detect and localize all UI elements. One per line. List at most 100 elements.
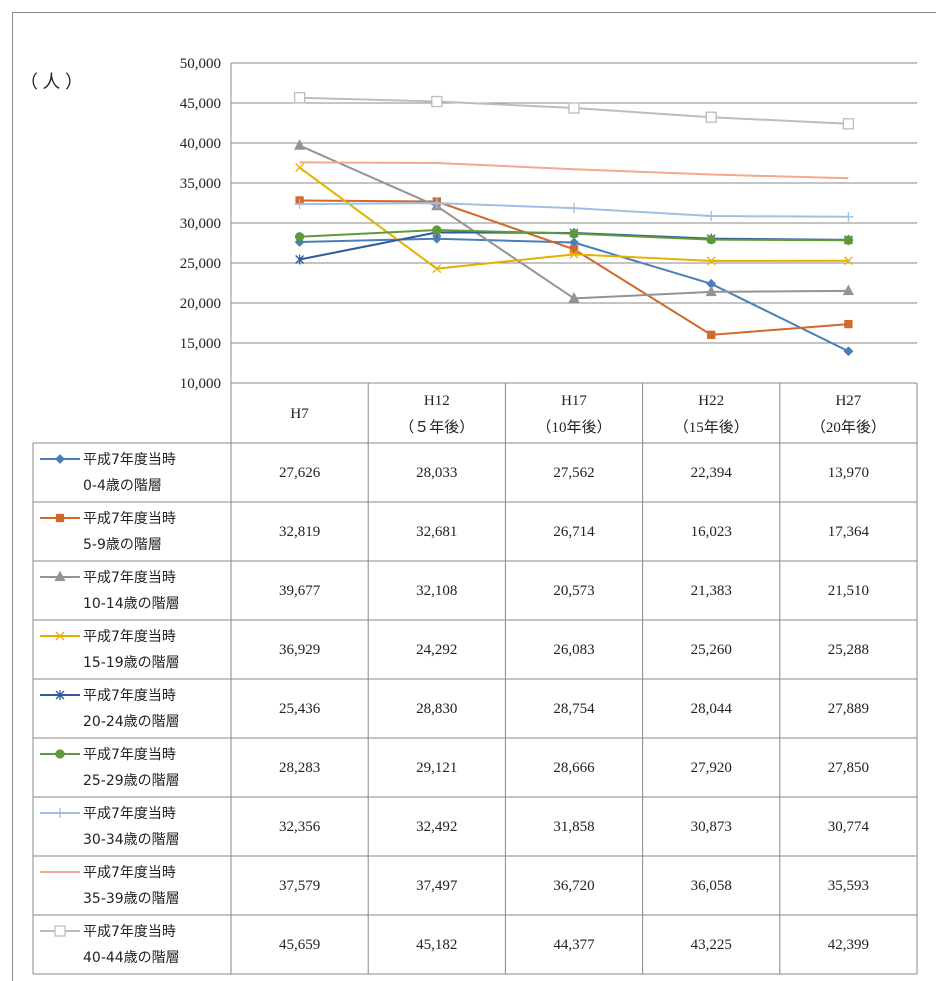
table-value: 36,720	[553, 877, 595, 894]
point-marker	[705, 285, 717, 297]
point-marker	[569, 203, 579, 214]
point-marker	[843, 235, 854, 245]
table-value: 21,510	[827, 582, 870, 599]
point-marker	[844, 319, 853, 329]
series	[293, 92, 855, 130]
legend-entry: 平成7年度当時 10-14歳の階層	[83, 569, 180, 612]
x-tick-label: H12	[424, 393, 450, 409]
point-marker	[295, 163, 305, 173]
table-value: 30,774	[827, 818, 870, 835]
table-value: 26,083	[553, 641, 595, 658]
point-marker	[568, 102, 580, 114]
table-value: 32,819	[278, 523, 321, 540]
series	[299, 161, 849, 180]
y-tick-label: 15,000	[180, 336, 221, 352]
table-value: 28,830	[416, 700, 458, 717]
y-tick-label: 10,000	[180, 376, 221, 392]
point-marker	[706, 211, 717, 222]
table-value: 32,108	[416, 582, 458, 599]
series	[294, 225, 854, 245]
table-value: 31,858	[553, 818, 595, 835]
table-value: 24,292	[416, 641, 458, 658]
legend-symbol	[40, 749, 80, 759]
legend-symbol	[40, 570, 80, 582]
table-value: 28,666	[553, 759, 595, 776]
legend-symbol	[40, 925, 80, 937]
point-marker	[432, 264, 442, 274]
series	[295, 163, 853, 274]
point-marker	[707, 330, 716, 339]
x-tick-sublabel: （10年後）	[536, 419, 611, 436]
y-tick-label: 35,000	[180, 176, 221, 192]
legend-marker	[55, 513, 65, 523]
legend-entry: 平成7年度当時 30-34歳の階層	[83, 805, 180, 848]
point-marker	[706, 256, 716, 266]
frame	[12, 12, 936, 981]
y-tick-label: 20,000	[180, 296, 221, 312]
point-marker	[569, 229, 579, 239]
x-tick-label: H17	[561, 393, 587, 409]
line	[299, 161, 849, 180]
y-tick-label: 50,000	[180, 56, 221, 72]
table-value: 21,383	[690, 582, 732, 599]
point-marker	[569, 249, 579, 259]
legend-entry: 平成7年度当時 0-4歳の階層	[83, 451, 176, 494]
point-marker	[294, 139, 306, 150]
series	[294, 233, 854, 357]
legend-entry: 平成7年度当時 25-29歳の階層	[83, 746, 180, 789]
table-value: 35,593	[827, 877, 870, 894]
x-tick-label: H7	[290, 406, 309, 422]
legend-entry: 平成7年度当時 40-44歳の階層	[83, 923, 180, 966]
table-value: 36,058	[690, 877, 732, 894]
x-tick-label: H27	[835, 393, 861, 409]
legend-entry: 平成7年度当時 15-19歳の階層	[83, 628, 180, 671]
legend-marker	[54, 570, 66, 582]
legend-symbol	[40, 808, 80, 818]
table-value: 44,377	[553, 936, 595, 953]
legend-marker	[55, 690, 65, 700]
table-value: 37,497	[416, 877, 458, 894]
table-value: 27,626	[278, 464, 321, 481]
legend-marker	[55, 454, 65, 464]
point-marker	[295, 254, 305, 265]
series	[294, 198, 854, 222]
table-value: 27,889	[827, 700, 870, 717]
point-marker	[706, 234, 716, 245]
legend-symbol	[40, 513, 80, 523]
legend-symbol	[40, 631, 80, 641]
table-value: 37,579	[278, 877, 321, 894]
point-marker	[431, 233, 442, 244]
table-value: 45,659	[278, 936, 321, 953]
table-value: 28,033	[416, 464, 458, 481]
legend-entry: 平成7年度当時 35-39歳の階層	[83, 864, 180, 907]
series	[294, 139, 854, 303]
point-marker	[431, 198, 442, 209]
x-tick-sublabel: （20年後）	[811, 419, 886, 436]
point-marker	[842, 118, 855, 130]
table-value: 16,023	[690, 523, 732, 540]
table-value: 43,225	[690, 936, 732, 953]
y-tick-label: 45,000	[180, 96, 221, 112]
table-value: 27,850	[827, 759, 870, 776]
y-tick-label: 25,000	[180, 256, 221, 272]
point-marker	[431, 95, 443, 108]
table-value: 29,121	[416, 759, 458, 776]
table-value: 17,364	[827, 523, 870, 540]
table-value: 13,970	[827, 464, 870, 481]
table-value: 25,436	[278, 700, 321, 717]
table-value: 27,562	[553, 464, 595, 481]
table-value: 45,182	[416, 936, 458, 953]
table-value: 26,714	[553, 523, 595, 540]
y-tick-label: 40,000	[180, 136, 221, 152]
point-marker	[432, 225, 442, 235]
x-tick-sublabel: （15年後）	[674, 419, 749, 436]
table-value: 32,492	[416, 818, 458, 835]
table-value: 36,929	[278, 641, 321, 658]
table-value: 42,399	[827, 936, 870, 953]
legend-entry: 平成7年度当時 20-24歳の階層	[83, 687, 180, 730]
legend-entry: 平成7年度当時 5-9歳の階層	[83, 510, 176, 553]
x-tick-sublabel: （５年後）	[399, 419, 474, 436]
table-value: 25,288	[827, 641, 870, 658]
